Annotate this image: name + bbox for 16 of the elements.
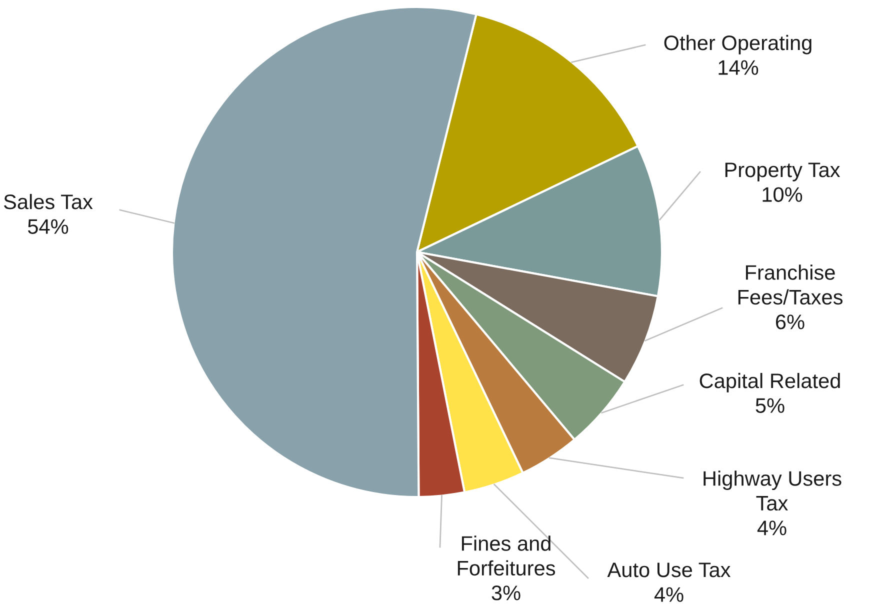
slice-label: Franchise Fees/Taxes: [738, 264, 843, 305]
slice-label: Capital Related: [700, 372, 840, 392]
slice-label: Property Tax: [725, 162, 840, 182]
data-label: 6%: [776, 314, 804, 330]
slice-label: Fines and Forfeitures: [458, 536, 556, 576]
data-label: 10%: [762, 187, 802, 202]
slice-label: Auto Use Tax: [607, 562, 731, 578]
slice-label: Sales Tax: [4, 194, 93, 210]
data-label: 4%: [654, 587, 684, 602]
data-label: 3%: [492, 586, 520, 600]
data-label: 4%: [757, 520, 786, 536]
slice-label: Other Operating: [664, 34, 812, 54]
data-label: 5%: [756, 398, 784, 413]
data-label: 14%: [718, 60, 758, 75]
slice-label: Highway Users Tax: [704, 470, 842, 511]
data-label: 54%: [28, 219, 68, 234]
